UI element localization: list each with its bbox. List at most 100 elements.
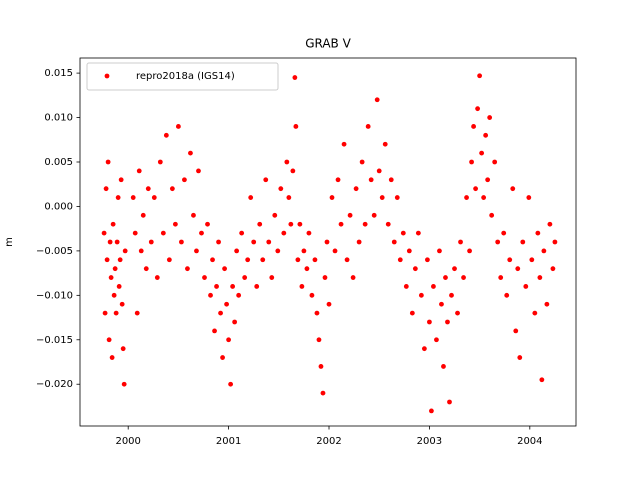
data-point xyxy=(157,159,163,165)
data-point xyxy=(429,408,434,414)
data-point xyxy=(439,301,444,307)
data-point xyxy=(136,168,142,174)
data-point xyxy=(365,124,371,129)
data-point xyxy=(397,257,403,263)
data-point xyxy=(316,337,322,343)
data-point xyxy=(304,266,310,272)
data-point xyxy=(290,168,296,174)
data-point xyxy=(242,275,248,280)
data-point xyxy=(117,257,123,263)
data-point xyxy=(122,248,128,254)
data-point xyxy=(140,212,146,218)
data-point xyxy=(306,230,312,236)
data-point xyxy=(104,257,110,263)
data-point xyxy=(489,212,495,218)
data-point xyxy=(376,168,382,174)
data-point xyxy=(284,159,290,165)
data-point xyxy=(222,266,227,272)
data-point xyxy=(116,284,122,289)
data-point xyxy=(510,186,516,192)
data-point xyxy=(332,248,338,254)
data-point xyxy=(379,195,385,200)
data-point xyxy=(526,195,532,200)
data-point xyxy=(199,230,204,236)
data-point xyxy=(202,275,207,280)
data-point xyxy=(275,248,281,254)
data-point xyxy=(507,257,513,263)
data-point xyxy=(109,355,115,360)
data-point xyxy=(552,239,558,245)
data-point xyxy=(220,355,225,360)
data-point xyxy=(498,275,504,280)
data-point xyxy=(445,319,450,325)
data-point xyxy=(154,275,160,280)
data-point xyxy=(295,257,301,263)
y-tick-label: −0.010 xyxy=(36,290,73,301)
y-tick-label: −0.020 xyxy=(36,379,73,390)
data-point xyxy=(409,310,415,316)
data-point xyxy=(160,230,166,236)
data-point xyxy=(523,284,529,289)
x-tick-label: 2000 xyxy=(115,436,140,447)
data-point xyxy=(324,239,330,245)
data-point xyxy=(257,221,263,227)
data-point xyxy=(418,292,424,298)
data-point xyxy=(374,97,380,103)
data-point xyxy=(477,73,483,79)
y-tick-label: −0.005 xyxy=(36,246,73,257)
data-point xyxy=(537,275,543,280)
data-point xyxy=(341,141,347,147)
data-point xyxy=(143,266,149,272)
data-point xyxy=(166,257,172,263)
data-point xyxy=(452,266,457,272)
data-point xyxy=(239,230,245,236)
data-point xyxy=(182,177,187,183)
data-point xyxy=(412,266,418,272)
data-point xyxy=(320,390,326,396)
data-point xyxy=(266,239,272,245)
data-point xyxy=(205,221,210,227)
data-point xyxy=(461,275,466,280)
data-point xyxy=(403,284,409,289)
data-point xyxy=(132,230,138,236)
data-point xyxy=(286,195,292,200)
data-point xyxy=(541,248,547,254)
data-point xyxy=(163,132,169,138)
data-point xyxy=(210,257,215,263)
data-point xyxy=(101,230,107,236)
data-point xyxy=(196,168,201,174)
chart-title: GRAB V xyxy=(305,37,351,51)
data-point xyxy=(288,221,294,227)
y-tick-label: 0.015 xyxy=(44,68,73,79)
x-tick-label: 2004 xyxy=(517,436,542,447)
data-point xyxy=(473,186,478,192)
data-point xyxy=(335,177,341,183)
data-point xyxy=(467,248,472,254)
data-point xyxy=(347,212,353,218)
data-point xyxy=(326,301,332,307)
data-point xyxy=(368,177,374,183)
data-point xyxy=(214,284,219,289)
data-point xyxy=(469,159,474,165)
data-point xyxy=(301,248,307,254)
data-point xyxy=(362,221,368,227)
data-point xyxy=(111,292,117,298)
y-tick-label: 0.005 xyxy=(44,157,73,168)
data-point xyxy=(130,195,136,200)
legend-label: repro2018a (IGS14) xyxy=(136,71,235,82)
data-point xyxy=(513,328,519,334)
data-point xyxy=(134,310,140,316)
data-point xyxy=(427,319,432,325)
data-point xyxy=(309,292,315,298)
data-point xyxy=(172,221,178,227)
data-point xyxy=(114,239,120,245)
data-point xyxy=(547,221,553,227)
data-point xyxy=(312,257,318,263)
data-point xyxy=(544,301,550,307)
data-point xyxy=(350,275,356,280)
data-point xyxy=(492,159,498,165)
x-tick-label: 2003 xyxy=(417,436,442,447)
data-point xyxy=(322,275,328,280)
data-point xyxy=(151,195,157,200)
